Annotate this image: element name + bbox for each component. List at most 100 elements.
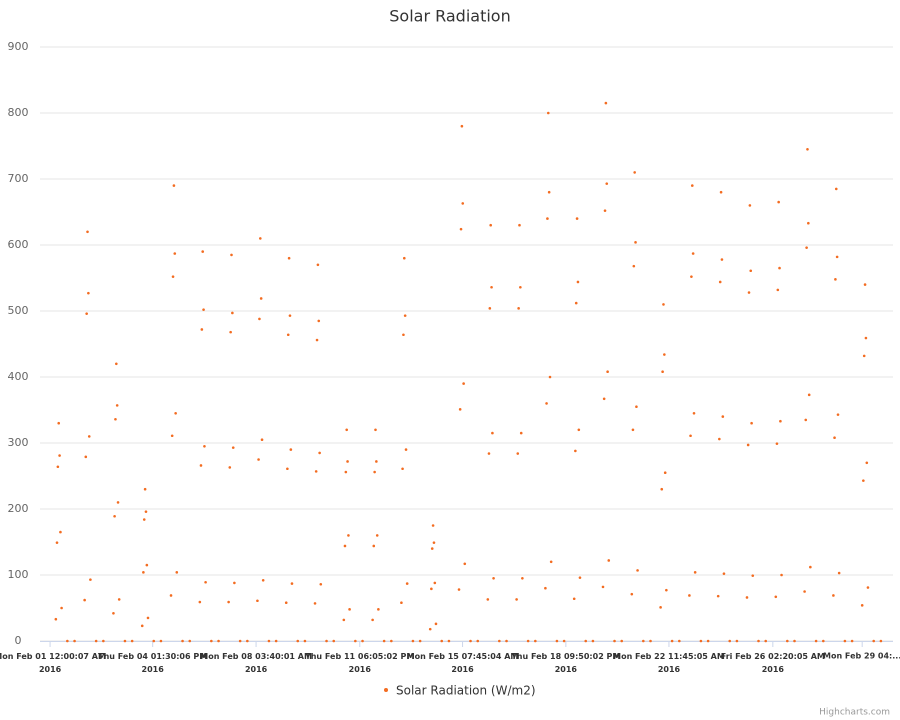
point: [267, 639, 271, 643]
point: [233, 581, 236, 585]
point: [806, 148, 809, 151]
point: [259, 297, 263, 300]
point: [786, 639, 789, 643]
point: [872, 639, 876, 643]
point: [144, 510, 148, 513]
point: [659, 606, 662, 609]
point: [199, 464, 203, 467]
y-tick-label: 700: [8, 172, 29, 185]
point: [123, 639, 127, 643]
point: [778, 266, 781, 270]
point: [171, 275, 175, 278]
point: [460, 124, 464, 128]
point: [332, 639, 336, 643]
point: [319, 582, 323, 586]
point: [56, 465, 60, 469]
point: [87, 291, 90, 295]
point: [458, 408, 462, 411]
point: [258, 317, 261, 321]
point: [373, 470, 376, 474]
point: [780, 573, 783, 577]
point: [418, 639, 422, 643]
point: [663, 471, 667, 475]
point: [836, 413, 840, 416]
point: [375, 460, 378, 463]
point: [775, 442, 779, 445]
point: [112, 611, 115, 615]
point: [591, 639, 595, 643]
point: [518, 223, 521, 227]
point: [605, 182, 609, 185]
point: [850, 639, 854, 643]
point: [834, 278, 837, 281]
point: [188, 639, 192, 643]
point: [879, 639, 883, 643]
x-tick-label: Thu Feb 18 09:50:02 PM 2016: [511, 652, 620, 674]
point: [534, 639, 537, 643]
point: [432, 541, 436, 544]
point: [631, 428, 635, 432]
point: [602, 397, 606, 401]
point: [833, 436, 836, 440]
point: [630, 592, 634, 596]
credits[interactable]: Highcharts.com: [819, 708, 890, 718]
point: [488, 307, 492, 310]
x-tick-label: Thu Feb 04 01:30:06 PM 2016: [98, 652, 207, 674]
point: [390, 639, 393, 643]
point: [231, 446, 235, 449]
point: [402, 256, 406, 260]
y-tick-label: 600: [8, 238, 29, 251]
point: [430, 587, 433, 591]
point: [776, 288, 780, 292]
point: [720, 258, 724, 261]
point: [779, 419, 782, 423]
point: [574, 449, 577, 453]
point: [85, 312, 88, 315]
y-tick-label: 300: [8, 436, 29, 449]
point: [130, 639, 134, 643]
point: [642, 639, 645, 643]
point: [348, 608, 351, 611]
point: [649, 639, 652, 643]
point: [606, 370, 609, 374]
point: [374, 428, 377, 432]
point: [693, 571, 697, 574]
point: [447, 639, 451, 643]
point: [228, 466, 232, 469]
point: [59, 530, 62, 534]
point: [344, 470, 348, 474]
point: [661, 370, 664, 374]
point: [469, 639, 472, 643]
point: [55, 541, 59, 544]
point: [274, 639, 278, 643]
point: [834, 187, 838, 191]
point: [94, 639, 98, 643]
point: [492, 577, 495, 580]
point: [692, 412, 696, 415]
point: [159, 639, 163, 643]
point: [377, 608, 380, 611]
point: [400, 601, 403, 605]
point: [807, 221, 810, 225]
point: [202, 308, 205, 311]
y-tick-label: 500: [8, 304, 29, 317]
point: [431, 524, 435, 527]
point: [751, 574, 755, 577]
point: [371, 618, 374, 622]
point: [73, 639, 76, 643]
point: [286, 467, 289, 471]
point: [428, 627, 432, 631]
point: [745, 596, 749, 599]
point: [862, 354, 866, 358]
point: [142, 571, 145, 574]
point: [201, 250, 205, 253]
point: [547, 190, 551, 194]
point: [145, 563, 149, 567]
point: [863, 283, 867, 286]
point: [670, 639, 674, 643]
point: [259, 237, 262, 240]
point: [486, 598, 490, 601]
point: [835, 255, 839, 259]
point: [217, 639, 220, 643]
point: [721, 415, 725, 418]
